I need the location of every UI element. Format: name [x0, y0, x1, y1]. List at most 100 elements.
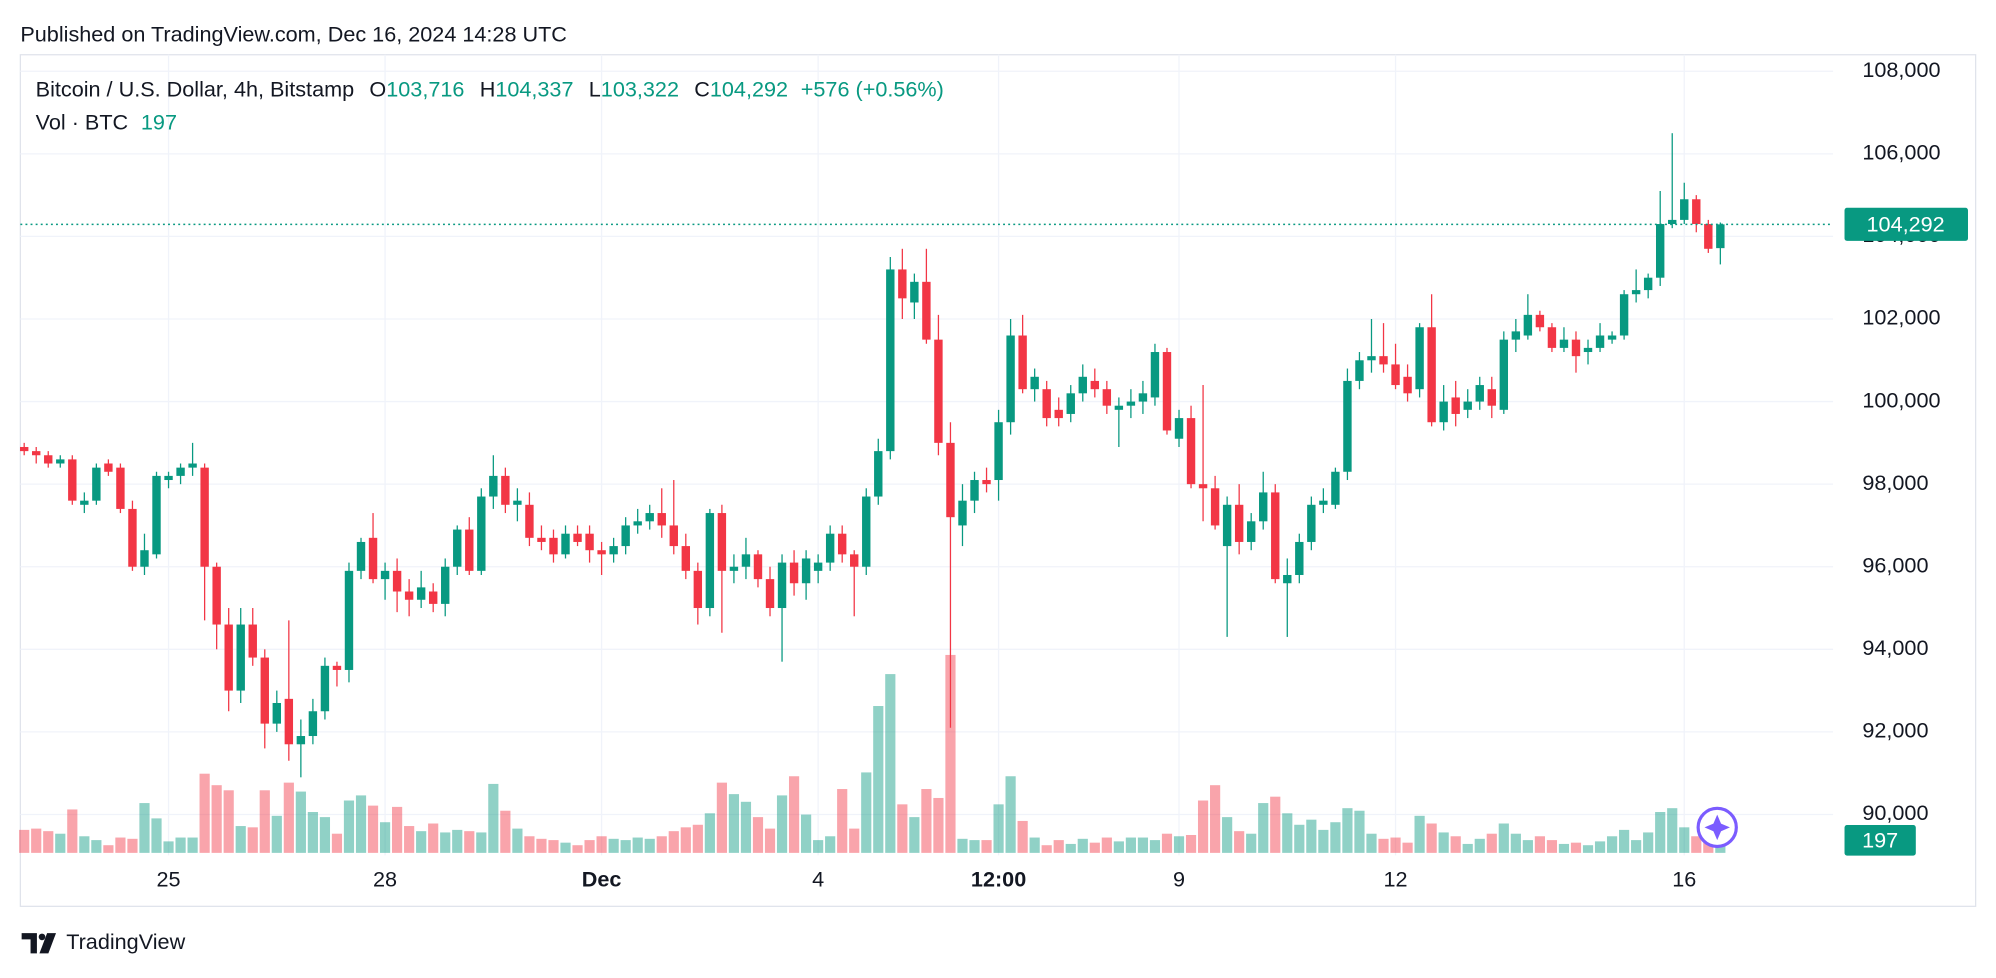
y-tick-label: 92,000 — [1862, 718, 1928, 743]
volume-bar — [367, 805, 379, 853]
candle-body — [68, 459, 77, 501]
volume-bar — [692, 824, 703, 853]
volume-bar — [271, 815, 282, 853]
volume-bar — [1655, 812, 1666, 853]
volume-bar — [801, 814, 812, 853]
volume-bar — [139, 803, 150, 853]
candle-body — [1042, 389, 1051, 419]
volume-bar — [1342, 808, 1353, 853]
candle-body — [934, 339, 943, 443]
candle-body — [1631, 290, 1641, 295]
assistant-star — [1704, 814, 1730, 841]
candle-body — [1607, 335, 1617, 340]
candle-body — [1487, 389, 1496, 406]
volume-bar — [885, 674, 896, 853]
volume-bar — [392, 806, 403, 853]
candle-body — [1319, 500, 1328, 505]
last-price-box — [1844, 207, 1968, 241]
candle-body — [1379, 356, 1388, 365]
volume-bar — [644, 838, 655, 853]
volume-bar — [788, 776, 800, 853]
volume-bar — [524, 836, 535, 853]
volume-bar — [319, 817, 331, 853]
candle-body — [1271, 492, 1280, 580]
candle-body — [236, 624, 245, 691]
volume-bar — [247, 827, 258, 853]
legend-key: C — [694, 76, 710, 101]
x-tick-label: 12 — [1384, 867, 1408, 892]
legend-key: H — [480, 76, 496, 101]
volume-bar — [428, 823, 439, 853]
candle-body — [224, 624, 233, 691]
candle-body — [549, 537, 558, 555]
volume-bar — [849, 828, 860, 853]
candle-body — [525, 504, 534, 538]
volume-bar — [632, 837, 643, 853]
volume-bar — [283, 782, 294, 853]
volume-bar — [1619, 829, 1630, 853]
volume-bar — [1089, 842, 1100, 853]
overlay-layer: 90,000 92,000 94,000 96,000 98,000 100,000 102… — [20, 57, 1968, 892]
volume-bar — [813, 840, 824, 853]
logo-t — [21, 933, 37, 954]
volume-bar — [1667, 808, 1678, 853]
candle-body — [1595, 335, 1605, 348]
candle-body — [380, 570, 390, 580]
volume-bar — [1029, 837, 1040, 853]
candle-body — [645, 513, 654, 522]
volume-bar — [1486, 833, 1497, 853]
legend-line: Bitcoin / U.S. Dollar, 4h, Bitstamp O103,… — [36, 76, 944, 101]
published-header: Published on TradingView.com, Dec 16, 20… — [20, 21, 567, 46]
volume-bar — [476, 832, 487, 853]
volume-bar — [716, 782, 727, 853]
volume-bar — [1366, 833, 1377, 853]
volume-bar — [115, 837, 126, 853]
candle-body — [32, 451, 41, 456]
y-tick-label: 94,000 — [1862, 635, 1928, 660]
candle-body — [489, 475, 498, 497]
candle-body — [1403, 376, 1412, 394]
candle-body — [416, 587, 426, 600]
candle-body — [789, 562, 799, 584]
candle-body — [188, 463, 197, 468]
candle-body — [1331, 471, 1340, 505]
volume-bar — [1246, 833, 1257, 853]
candle-body — [1283, 574, 1292, 584]
volume-bar — [91, 840, 102, 853]
legend-value: 104,292 — [710, 76, 788, 101]
volume-bar — [1450, 836, 1461, 853]
volume-bar — [1354, 810, 1365, 853]
volume-bar — [1570, 842, 1582, 853]
volume-bar — [921, 789, 932, 853]
volume-bar — [440, 832, 451, 853]
volume-bar — [500, 810, 511, 853]
candle-body — [1439, 401, 1448, 423]
x-tick-label: Dec — [582, 867, 622, 892]
x-tick-label: 9 — [1173, 867, 1185, 892]
volume-bar — [728, 794, 740, 853]
candle-body — [284, 698, 294, 745]
x-tick-label: 12:00 — [971, 867, 1026, 892]
candle-body — [669, 525, 678, 547]
candle-body — [1343, 380, 1352, 472]
candle-body — [1680, 199, 1689, 220]
candle-body — [970, 480, 979, 501]
volume-bar — [1017, 820, 1028, 853]
volume-bar — [55, 833, 66, 853]
candle-body — [862, 496, 871, 567]
candle-body — [898, 269, 907, 299]
candle-body — [1295, 541, 1304, 575]
candle-body — [128, 508, 137, 567]
volume-bar — [837, 789, 848, 853]
candle-body — [1066, 393, 1075, 414]
y-tick-label: 90,000 — [1862, 800, 1928, 825]
candle-body — [368, 537, 378, 580]
candle-body — [1114, 405, 1124, 410]
candle-body — [1511, 331, 1521, 340]
volume-bar — [1137, 837, 1149, 853]
candle-body — [140, 550, 149, 567]
candle-body — [886, 269, 895, 452]
candle-body — [693, 570, 703, 609]
volume-bar — [776, 795, 788, 853]
candle-body — [513, 500, 522, 505]
